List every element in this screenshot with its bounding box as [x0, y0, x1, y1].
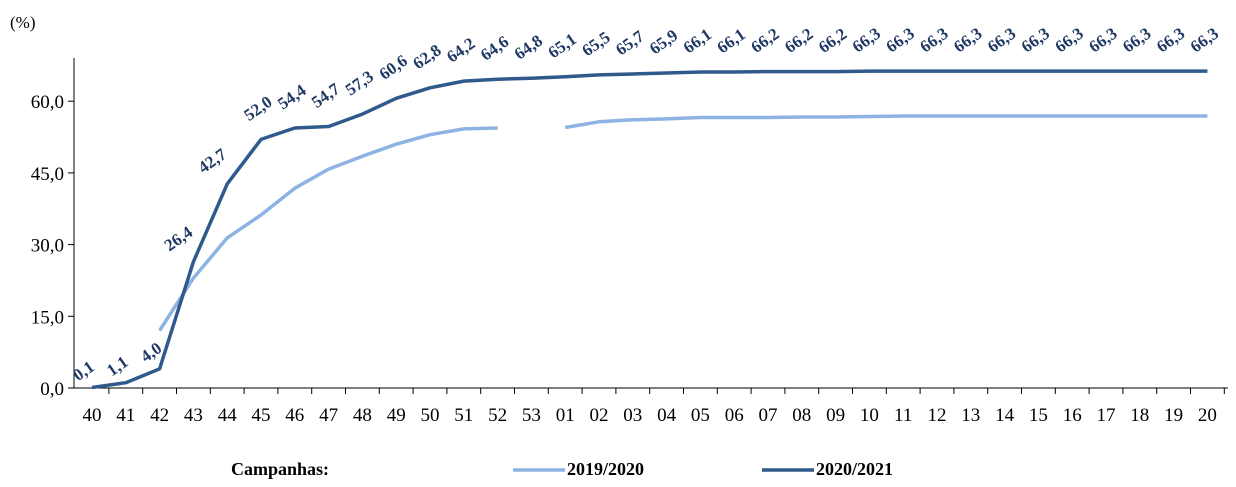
- x-tick-label: 42: [150, 405, 169, 426]
- x-tick-label: 01: [556, 405, 575, 426]
- data-label: 66,3: [849, 24, 884, 57]
- x-tick-label: 20: [1198, 405, 1217, 426]
- data-label: 64,2: [443, 34, 478, 67]
- y-tick-label: 30,0: [31, 236, 64, 257]
- x-tick-label: 44: [218, 405, 238, 426]
- x-tick-label: 51: [454, 405, 473, 426]
- legend: Campanhas: 2019/2020 2020/2021: [231, 459, 893, 479]
- data-label: 66,3: [883, 24, 918, 57]
- x-tick-label: 49: [387, 405, 406, 426]
- data-label: 54,7: [308, 79, 344, 112]
- y-tick-label: 0,0: [40, 379, 64, 400]
- y-axis-unit-label: (%): [10, 13, 35, 32]
- x-tick-label: 53: [522, 405, 541, 426]
- x-tick-label: 46: [285, 405, 304, 426]
- data-label: 57,3: [342, 67, 377, 100]
- x-tick-label: 02: [590, 405, 609, 426]
- series-layer: [91, 69, 1208, 390]
- data-label: 66,3: [1085, 24, 1120, 57]
- x-tick-label: 41: [116, 405, 135, 426]
- data-label: 26,4: [161, 222, 197, 255]
- x-tick-label: 07: [759, 405, 778, 426]
- x-tick-label: 45: [252, 405, 271, 426]
- x-tick-label: 09: [826, 405, 845, 426]
- data-label: 52,0: [240, 92, 275, 125]
- data-label: 66,2: [747, 24, 782, 57]
- data-label: 66,3: [916, 24, 951, 57]
- x-tick-label: 10: [860, 405, 879, 426]
- x-tick-label: 16: [1063, 405, 1082, 426]
- data-labels: 0,1 1,1 4,026,442,752,054,454,757,360,662,…: [69, 24, 1222, 385]
- x-tick-label: 47: [319, 405, 338, 426]
- data-label: 66,3: [950, 24, 985, 57]
- legend-title: Campanhas:: [231, 459, 329, 479]
- x-tick-label: 15: [1029, 405, 1048, 426]
- data-label: 66,2: [781, 24, 816, 57]
- data-label: 42,7: [195, 144, 231, 177]
- x-tick-label: 52: [488, 405, 507, 426]
- data-label: 54,4: [274, 80, 310, 113]
- series-line-2019-2020: [564, 114, 1208, 130]
- data-label: 65,7: [612, 26, 648, 59]
- x-tick-label: 14: [995, 405, 1015, 426]
- x-tick-label: 13: [961, 405, 980, 426]
- x-tick-label: 08: [792, 405, 811, 426]
- x-tick-label: 17: [1097, 405, 1116, 426]
- series-line-2020-2021: [91, 69, 1208, 390]
- legend-label-2020-2021: 2020/2021: [816, 459, 893, 479]
- data-label: 64,8: [511, 31, 546, 64]
- x-tick-label: 40: [83, 405, 102, 426]
- data-label: 62,8: [409, 40, 444, 73]
- data-label: 66,3: [984, 24, 1019, 57]
- x-tick-label: 04: [657, 405, 677, 426]
- x-tick-label: 05: [691, 405, 710, 426]
- data-label: 66,3: [1119, 24, 1154, 57]
- data-label: 66,2: [815, 24, 850, 57]
- legend-label-2019-2020: 2019/2020: [567, 459, 644, 479]
- data-label: 64,6: [477, 32, 512, 65]
- x-tick-label: 19: [1164, 405, 1183, 426]
- data-label: 66,1: [680, 25, 715, 58]
- y-tick-label: 45,0: [31, 164, 64, 185]
- x-tick-label: 12: [928, 405, 947, 426]
- y-tick-label: 60,0: [31, 92, 64, 113]
- x-tick-label: 06: [725, 405, 744, 426]
- data-label: 66,3: [1018, 24, 1053, 57]
- x-tick-label: 48: [353, 405, 372, 426]
- data-label: 65,1: [545, 29, 580, 62]
- data-label: 66,1: [714, 25, 749, 58]
- x-axis: 40 41 42 43 44 45 46 47 48 49 50 51 52 53 01 02 03 04 05 06…: [74, 387, 1228, 426]
- data-label: 66,3: [1052, 24, 1087, 57]
- x-tick-label: 43: [184, 405, 203, 426]
- data-label: 60,6: [376, 51, 411, 84]
- y-tick-label: 15,0: [31, 307, 64, 328]
- x-tick-label: 11: [894, 405, 912, 426]
- x-tick-label: 50: [421, 405, 440, 426]
- data-label: 65,5: [578, 28, 613, 61]
- y-axis: 0,0 15,0 30,0 45,0 60,0: [31, 58, 75, 400]
- series-line-2019-2020: [158, 126, 498, 332]
- data-label: 66,3: [1153, 24, 1188, 57]
- data-label: 65,9: [646, 26, 681, 59]
- data-label: 1,1: [103, 352, 131, 380]
- x-tick-label: 03: [623, 405, 642, 426]
- data-label: 66,3: [1187, 24, 1222, 57]
- x-tick-label: 18: [1130, 405, 1149, 426]
